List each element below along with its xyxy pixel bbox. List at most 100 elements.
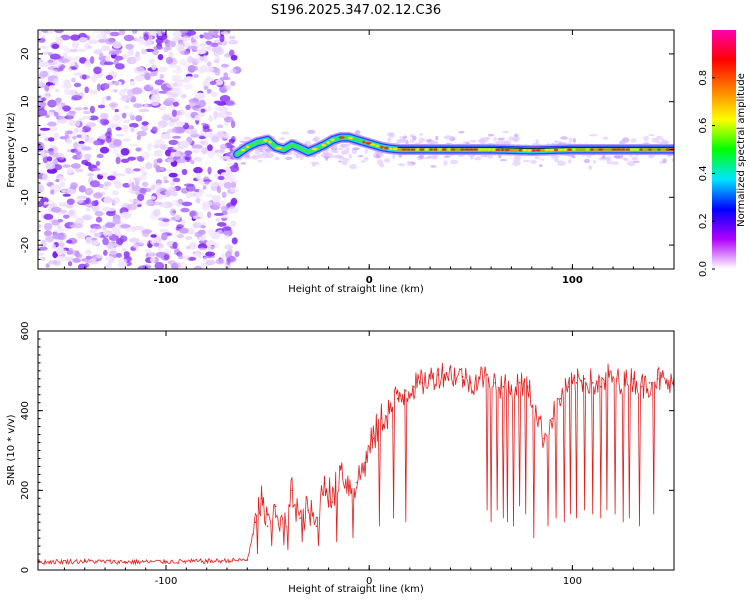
noise-blob xyxy=(87,45,93,49)
noise-blob xyxy=(95,254,104,259)
ridge-hotspot xyxy=(268,140,272,144)
noise-blob xyxy=(109,31,120,37)
noise-blob xyxy=(99,146,110,154)
noise-blob xyxy=(179,227,189,234)
ridge-hotspot xyxy=(311,147,318,151)
snr-point xyxy=(165,560,167,563)
noise-blob xyxy=(671,158,674,162)
noise-blob xyxy=(325,155,329,161)
noise-blob xyxy=(567,159,572,164)
noise-blob xyxy=(47,59,54,63)
noise-blob xyxy=(606,156,612,160)
noise-blob xyxy=(230,197,238,206)
ridge-hotspot xyxy=(446,148,452,151)
noise-blob xyxy=(550,155,560,159)
noise-blob xyxy=(43,201,48,205)
ridge-hotspot xyxy=(540,148,545,152)
noise-blob xyxy=(93,226,103,230)
noise-blob xyxy=(201,147,208,155)
noise-blob xyxy=(357,155,364,158)
noise-blob xyxy=(100,45,111,52)
noise-blob xyxy=(131,30,138,34)
noise-blob xyxy=(100,113,109,120)
noise-blob xyxy=(662,158,667,163)
noise-blob xyxy=(189,241,197,250)
noise-blob xyxy=(215,258,225,265)
noise-blob xyxy=(84,86,89,94)
noise-blob xyxy=(105,136,112,143)
noise-blob xyxy=(348,154,352,159)
noise-blob xyxy=(59,136,67,140)
noise-blob xyxy=(59,242,65,248)
noise-blob xyxy=(207,105,212,112)
noise-blob xyxy=(202,256,208,263)
ridge-hotspot xyxy=(527,149,532,152)
noise-blob xyxy=(207,211,212,219)
noise-blob xyxy=(172,126,183,134)
noise-blob xyxy=(151,201,163,206)
noise-blob xyxy=(38,37,46,43)
noise-blob xyxy=(167,158,175,163)
noise-blob xyxy=(493,142,501,145)
noise-blob xyxy=(121,94,133,99)
noise-blob xyxy=(626,160,636,167)
noise-blob xyxy=(631,156,638,161)
noise-blob xyxy=(123,138,131,142)
noise-blob xyxy=(38,108,48,117)
noise-blob xyxy=(94,30,106,34)
noise-blob xyxy=(118,90,126,96)
noise-blob xyxy=(39,101,47,108)
noise-blob xyxy=(176,65,182,71)
noise-blob xyxy=(75,120,80,127)
noise-blob xyxy=(307,129,316,134)
noise-blob xyxy=(143,40,153,47)
noise-blob xyxy=(205,251,216,257)
ridge-hotspot xyxy=(362,140,366,144)
noise-blob xyxy=(133,168,141,172)
noise-blob xyxy=(38,31,42,37)
noise-blob xyxy=(214,67,221,76)
noise-blob xyxy=(116,252,122,258)
noise-blob xyxy=(63,214,70,219)
snr-point xyxy=(307,509,310,512)
noise-blob xyxy=(91,237,98,241)
noise-blob xyxy=(141,181,149,187)
snr-point xyxy=(274,505,277,508)
noise-blob xyxy=(85,207,91,212)
ridge-hotspot xyxy=(580,148,586,151)
noise-blob xyxy=(186,192,192,199)
noise-blob xyxy=(176,44,185,52)
noise-blob xyxy=(183,183,195,187)
noise-blob xyxy=(52,233,63,240)
noise-blob xyxy=(338,160,343,163)
noise-blob xyxy=(354,130,361,135)
noise-blob xyxy=(129,237,140,243)
noise-blob xyxy=(143,33,149,41)
colorbar-ticks: 0.0 0.2 0.4 0.6 0.8 xyxy=(698,70,715,277)
noise-blob xyxy=(145,253,150,259)
noise-blob xyxy=(530,159,537,164)
noise-blob xyxy=(211,135,220,143)
noise-blob xyxy=(220,63,230,68)
ridge-hotspot xyxy=(590,148,594,151)
noise-blob xyxy=(108,50,118,56)
noise-blob xyxy=(56,37,64,45)
noise-blob xyxy=(147,251,157,260)
noise-blob xyxy=(144,199,154,207)
noise-blob xyxy=(129,143,138,147)
noise-blob xyxy=(349,164,357,170)
noise-blob xyxy=(101,83,110,90)
ridge-hotspot xyxy=(348,136,353,140)
noise-blob xyxy=(179,30,189,34)
snr-point xyxy=(624,382,626,384)
noise-blob xyxy=(180,219,186,226)
snr-point xyxy=(608,374,610,376)
noise-blob xyxy=(130,115,136,121)
noise-blob xyxy=(93,232,102,237)
noise-blob xyxy=(113,81,120,86)
noise-blob xyxy=(200,108,206,113)
noise-blob xyxy=(78,140,85,145)
snr-point xyxy=(396,397,399,400)
noise-blob xyxy=(224,244,233,250)
noise-blob xyxy=(168,63,178,69)
